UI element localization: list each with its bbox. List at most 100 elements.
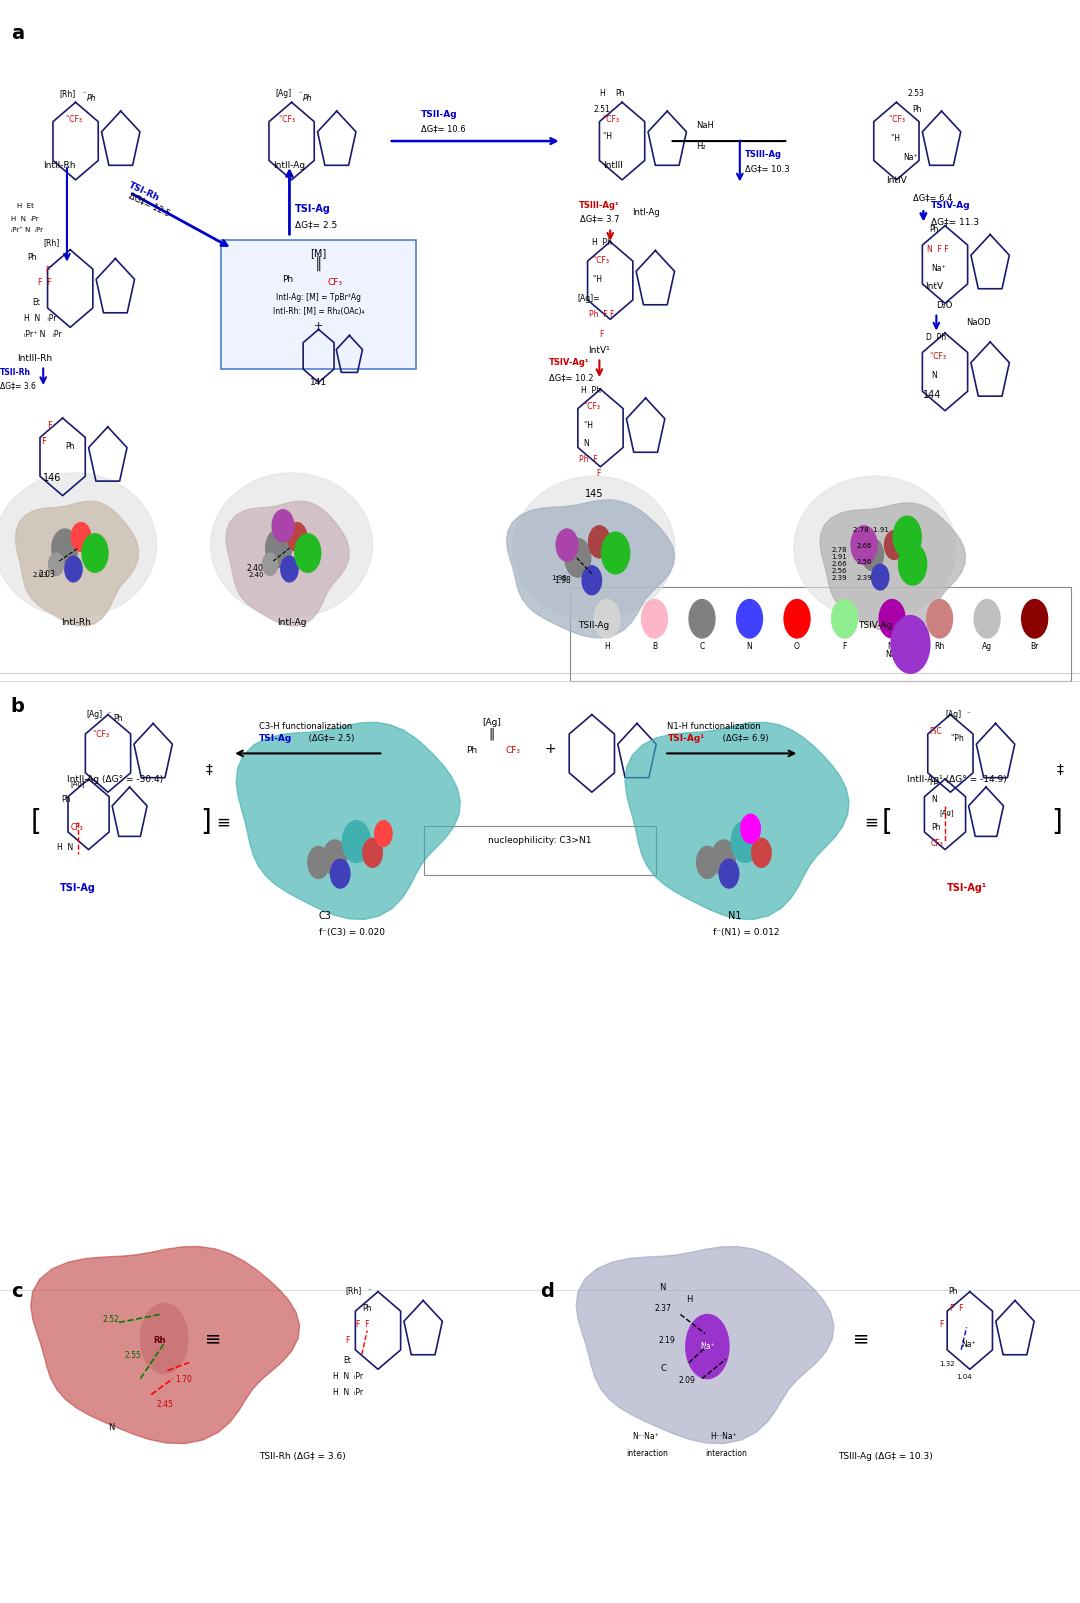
Text: TSII-Rh: TSII-Rh	[0, 369, 31, 377]
Text: IntV: IntV	[926, 282, 943, 290]
Text: IntI-Ag: IntI-Ag	[276, 619, 307, 627]
Text: [Rh]: [Rh]	[59, 90, 76, 98]
Text: [Ag]=: [Ag]=	[578, 295, 600, 303]
Circle shape	[287, 523, 307, 551]
Text: NaOD: NaOD	[967, 319, 991, 327]
Text: ΔG‡= 3.6: ΔG‡= 3.6	[0, 382, 36, 390]
Text: TSIV-Ag¹: TSIV-Ag¹	[549, 359, 590, 367]
Text: TSIII-Ag: TSIII-Ag	[745, 151, 782, 159]
Circle shape	[49, 553, 64, 575]
Text: 2.53: 2.53	[907, 90, 924, 98]
Circle shape	[266, 529, 292, 567]
Text: Na⁺: Na⁺	[886, 651, 901, 659]
FancyBboxPatch shape	[221, 240, 416, 369]
Ellipse shape	[211, 473, 373, 617]
Circle shape	[272, 510, 294, 542]
Text: Ph: Ph	[65, 442, 75, 450]
Polygon shape	[625, 723, 849, 920]
Text: Na⁺: Na⁺	[700, 1342, 715, 1351]
Text: [Ag]: [Ag]	[275, 90, 292, 98]
Text: ‡: ‡	[1056, 763, 1063, 777]
Circle shape	[262, 553, 278, 575]
Text: ''CF₃: ''CF₃	[583, 402, 600, 410]
Text: N: N	[108, 1423, 114, 1431]
Circle shape	[784, 600, 810, 638]
Text: TSI-Ag: TSI-Ag	[259, 734, 293, 742]
Text: Ph: Ph	[913, 106, 922, 114]
Text: Ph: Ph	[27, 253, 37, 261]
Circle shape	[594, 600, 620, 638]
Text: CF₃: CF₃	[327, 279, 342, 287]
Text: [Ag]: [Ag]	[482, 718, 501, 726]
Text: Rh: Rh	[153, 1335, 166, 1345]
Text: N: N	[659, 1284, 665, 1292]
Text: IntIII-Rh: IntIII-Rh	[17, 354, 52, 362]
Text: ]: ]	[1051, 808, 1062, 837]
Circle shape	[737, 600, 762, 638]
Text: Ph: Ph	[616, 90, 625, 98]
Text: H  N  ᵢPr: H N ᵢPr	[11, 216, 39, 223]
Text: F: F	[599, 330, 604, 338]
Text: 144: 144	[922, 390, 942, 399]
Ellipse shape	[794, 476, 956, 620]
Text: F: F	[45, 266, 50, 274]
Polygon shape	[507, 500, 675, 638]
Circle shape	[862, 539, 883, 571]
Text: 141: 141	[310, 378, 327, 386]
Polygon shape	[30, 1247, 299, 1444]
Circle shape	[891, 616, 930, 673]
Ellipse shape	[513, 476, 675, 620]
Text: N: N	[931, 372, 936, 380]
Text: ''Ph: ''Ph	[950, 734, 964, 742]
Text: TSIII-Ag¹: TSIII-Ag¹	[579, 202, 620, 210]
Text: 1.04: 1.04	[956, 1374, 971, 1380]
Text: TSIII-Ag (ΔG‡ = 10.3): TSIII-Ag (ΔG‡ = 10.3)	[838, 1452, 933, 1460]
Text: NaH: NaH	[697, 122, 715, 130]
Text: N1-H functionalization: N1-H functionalization	[667, 723, 761, 731]
Circle shape	[71, 523, 91, 551]
Text: Ph: Ph	[948, 1287, 958, 1295]
Text: H  Ph: H Ph	[581, 386, 602, 394]
Circle shape	[565, 539, 591, 577]
Text: TSI-Rh: TSI-Rh	[127, 180, 161, 202]
Text: TSI-Ag: TSI-Ag	[295, 204, 330, 213]
Text: Ph: Ph	[302, 95, 312, 103]
Text: ⁻: ⁻	[65, 240, 68, 247]
Circle shape	[342, 821, 370, 862]
Text: H  N   ᵢPr: H N ᵢPr	[24, 314, 56, 322]
Text: IntI-Rh: [M] = Rh₂(OAc)₄: IntI-Rh: [M] = Rh₂(OAc)₄	[273, 308, 364, 316]
Text: [Ag]: [Ag]	[86, 710, 103, 718]
Text: 2.03: 2.03	[32, 572, 48, 579]
Text: ]: ]	[200, 808, 211, 837]
Text: N: N	[583, 439, 589, 447]
Circle shape	[556, 529, 578, 561]
Text: f⁻(C3) = 0.020: f⁻(C3) = 0.020	[319, 928, 384, 936]
Circle shape	[140, 1303, 188, 1374]
Text: Ph: Ph	[62, 795, 71, 803]
Text: 2.78
1.91
2.66
2.56
2.39: 2.78 1.91 2.66 2.56 2.39	[832, 547, 848, 582]
Text: TSI-Ag: TSI-Ag	[59, 883, 96, 893]
Text: 2.39: 2.39	[856, 575, 872, 582]
Text: TSIV-Ag: TSIV-Ag	[858, 622, 892, 630]
Text: [M]: [M]	[310, 248, 327, 258]
Circle shape	[1022, 600, 1048, 638]
Text: ''CF₃: ''CF₃	[279, 115, 296, 123]
Text: +: +	[314, 321, 323, 330]
Text: 145: 145	[584, 489, 604, 499]
Circle shape	[731, 821, 759, 862]
Circle shape	[689, 600, 715, 638]
Text: 2.40: 2.40	[248, 572, 264, 579]
Text: ''H: ''H	[592, 276, 602, 284]
Text: 146: 146	[42, 473, 62, 483]
Text: Na: Na	[887, 641, 897, 651]
Text: ‡: ‡	[205, 763, 212, 777]
Text: c: c	[11, 1282, 23, 1302]
Text: F  F: F F	[38, 279, 52, 287]
Text: F₃C: F₃C	[929, 728, 942, 736]
Text: 2.66: 2.66	[856, 543, 872, 550]
Text: H⁻·Na⁺: H⁻·Na⁺	[711, 1433, 738, 1441]
Text: Ph: Ph	[931, 824, 941, 832]
Circle shape	[589, 526, 610, 558]
Text: [Ag]: [Ag]	[945, 710, 961, 718]
Text: IntII-Ag: IntII-Ag	[273, 162, 306, 170]
